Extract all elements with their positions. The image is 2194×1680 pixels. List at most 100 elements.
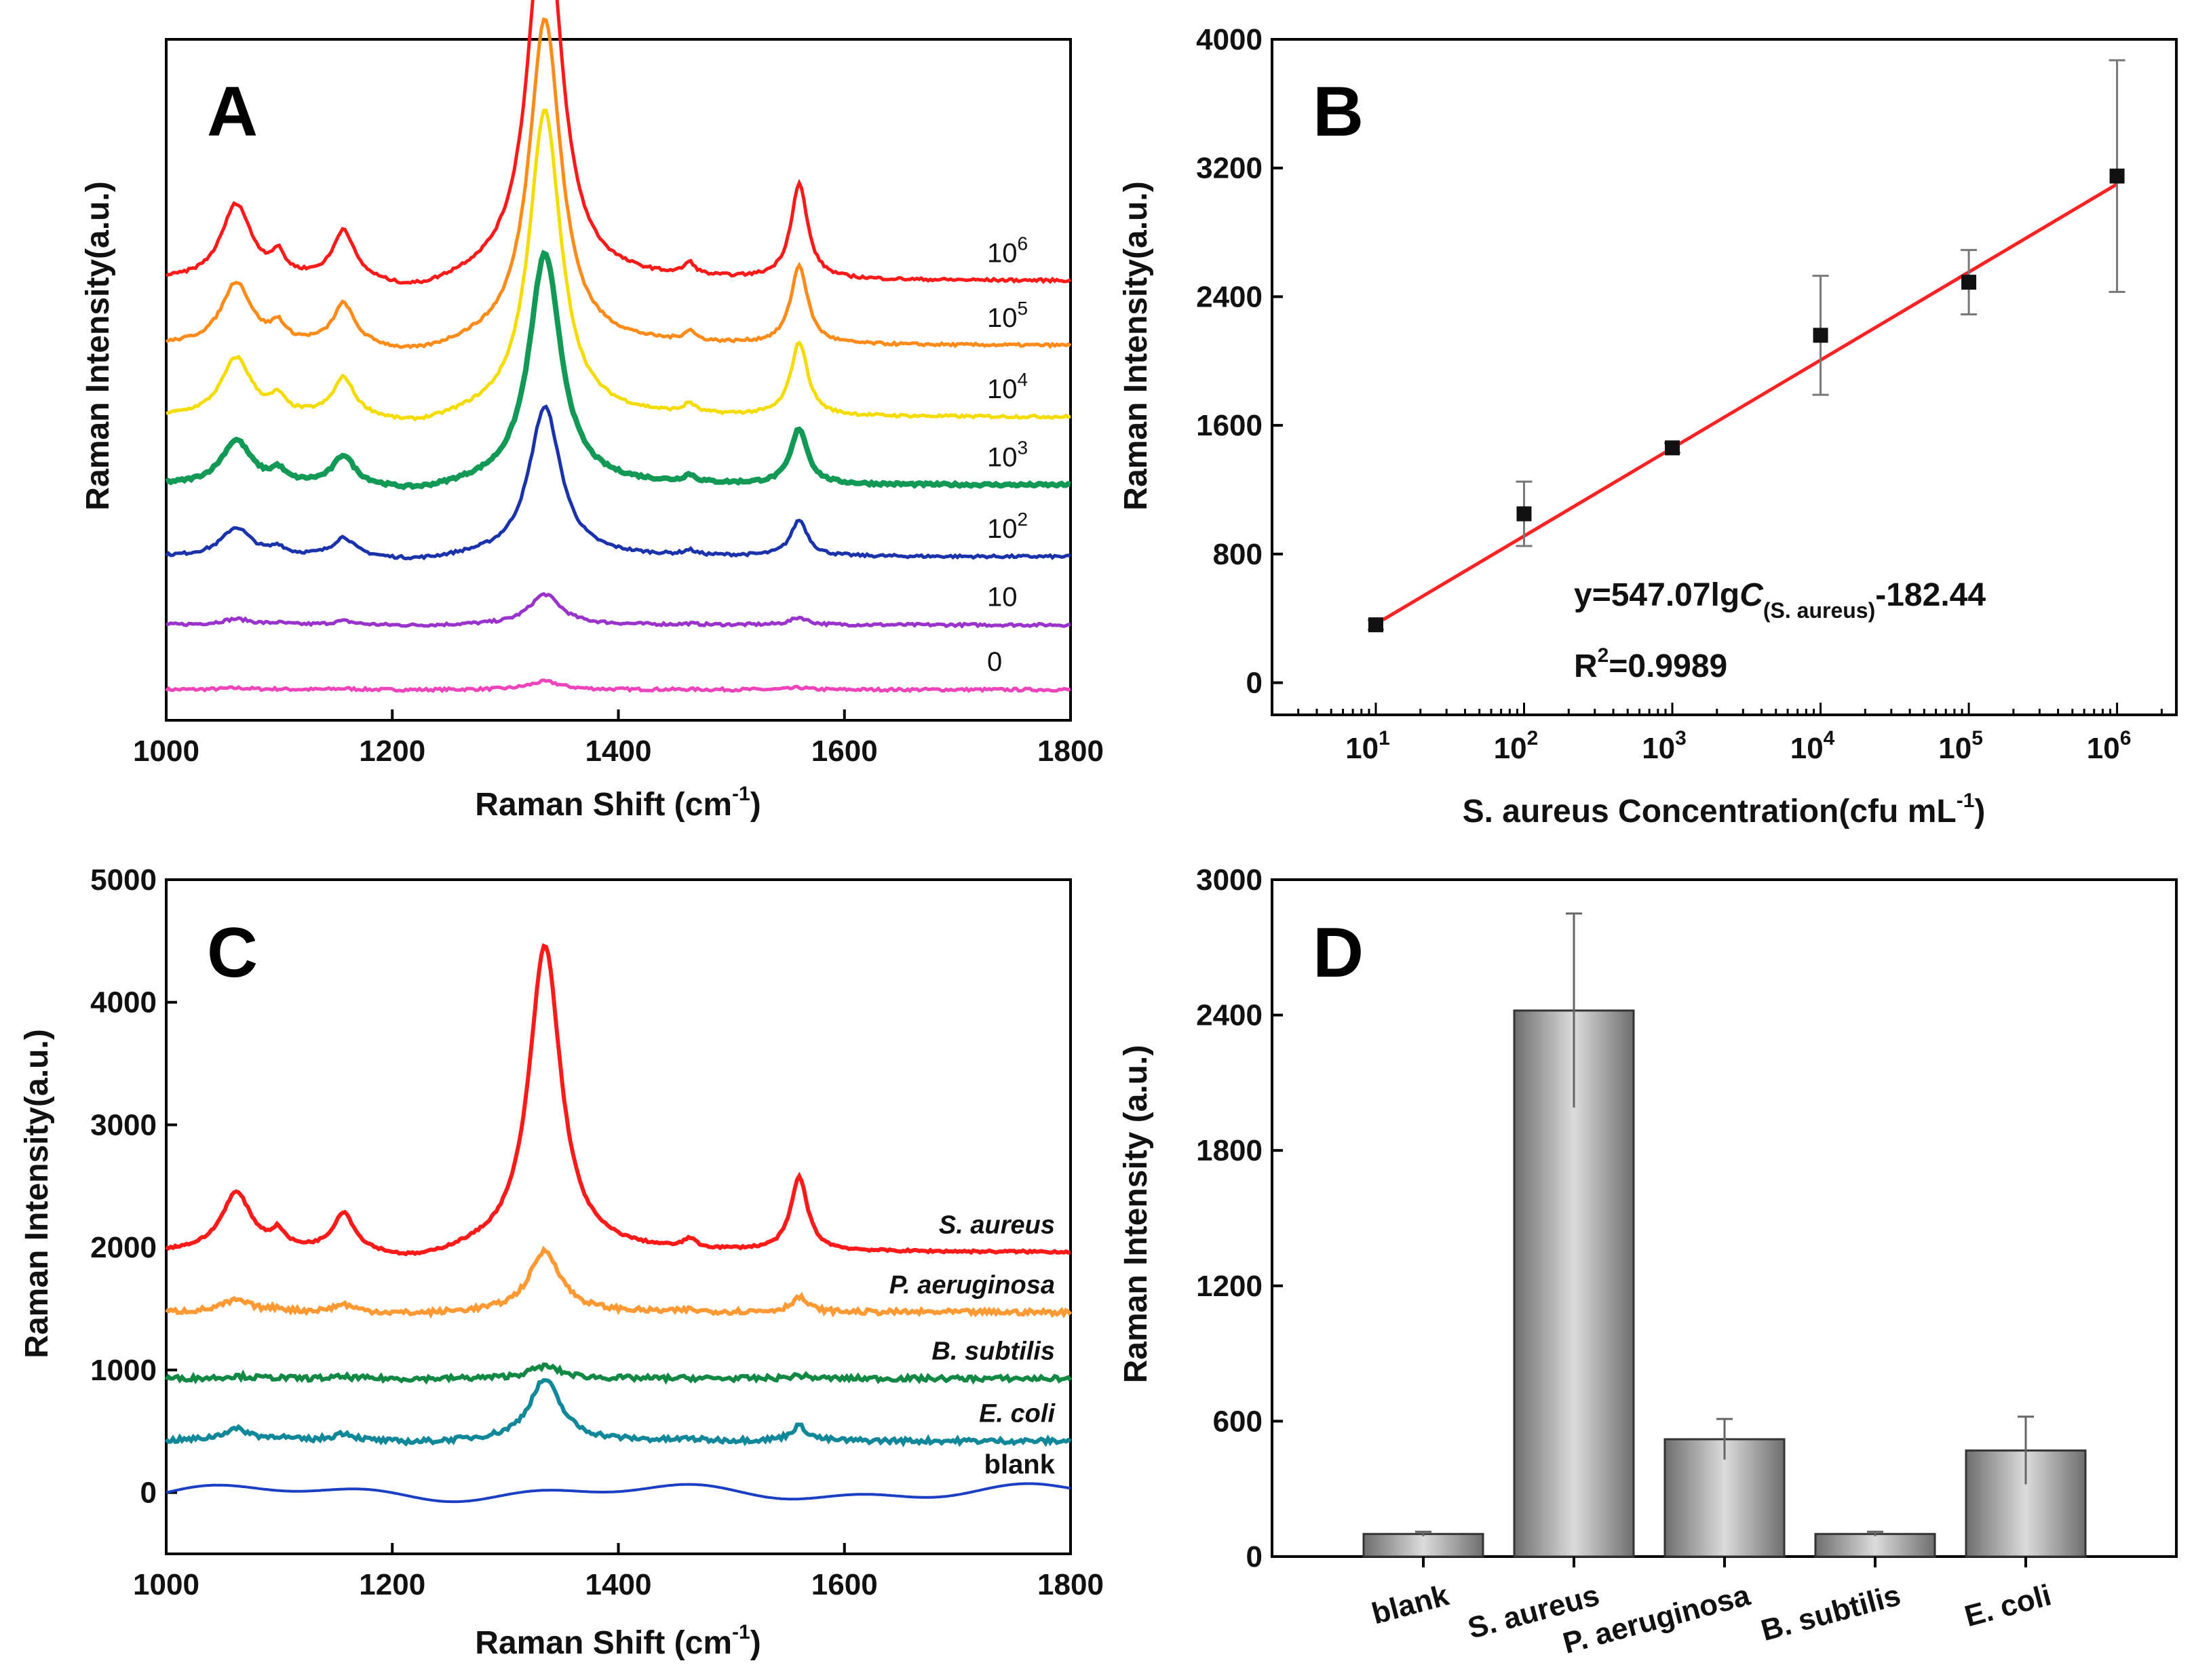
panel-a-series-3 xyxy=(165,250,1071,490)
panel-a-y-axis-label: Raman Intensity(a.u.) xyxy=(80,181,116,510)
panel-d-y-axis-label: Raman Intensity (a.u.) xyxy=(1118,1045,1154,1384)
panel-d-y-ticks: 0 600 1200 1800 2400 3000 xyxy=(1196,863,1283,1574)
panel-a-series-6 xyxy=(165,0,1072,285)
panel-a: A 0 10 102 103 104 105 106 1000 1200 1400 1600 180… xyxy=(80,0,1104,823)
panel-d-y-tick-label: 0 xyxy=(1246,1540,1263,1574)
panel-a-series-2 xyxy=(165,404,1072,561)
panel-b-y-axis-label: Raman Intensity(a.u.) xyxy=(1118,181,1154,510)
panel-c-series-label-3: P. aeruginosa xyxy=(889,1271,1055,1300)
panel-c-y-tick-label: 1000 xyxy=(90,1354,157,1387)
panel-d-category-label: E. coli xyxy=(1961,1578,2055,1633)
panel-b-y-tick-label: 2400 xyxy=(1196,280,1263,313)
panel-b-y-tick-label: 3200 xyxy=(1196,152,1263,185)
panel-b-frame xyxy=(1271,38,2178,716)
panel-a-series-label-1: 10 xyxy=(987,582,1018,612)
panel-b-data-point xyxy=(1368,617,1383,633)
panel-a-series-1 xyxy=(166,591,1071,629)
panel-a-x-tick-label: 1600 xyxy=(811,735,878,768)
panel-a-series-4 xyxy=(166,109,1071,422)
panel-a-frame xyxy=(165,38,1072,722)
panel-c: C 0 1000 2000 3000 4000 5000 blank E. coli B. s… xyxy=(19,863,1104,1661)
panel-a-curves xyxy=(165,0,1072,694)
panel-b-x-tick-label: 102 xyxy=(1494,727,1539,765)
panel-b-y-tick-label: 0 xyxy=(1246,667,1263,700)
panel-b-x-ticks: 101 102 103 104 105 106 xyxy=(1271,703,2163,765)
panel-b-x-tick-label: 103 xyxy=(1642,727,1687,765)
panel-c-x-tick-label: 1200 xyxy=(359,1568,425,1601)
panel-d-y-tick-label: 1800 xyxy=(1196,1134,1263,1167)
panel-b-data-point xyxy=(1665,440,1680,456)
panel-c-x-ticks: 1000 1200 1400 1600 1800 xyxy=(133,1543,1104,1601)
panel-d: D 0 600 1200 1800 2400 3000 blank S. aureusP. … xyxy=(1118,863,2178,1660)
panel-c-x-tick-label: 1000 xyxy=(133,1568,199,1601)
panel-b-y-tick-label: 800 xyxy=(1213,538,1263,571)
panel-c-series-label-0: blank xyxy=(984,1450,1056,1480)
panel-c-series-label-2: B. subtilis xyxy=(931,1337,1055,1366)
panel-b-regression-line xyxy=(1374,182,2118,626)
panel-c-y-ticks: 0 1000 2000 3000 4000 5000 xyxy=(90,863,177,1510)
panel-a-series-label-3: 103 xyxy=(987,437,1028,473)
panel-c-label: C xyxy=(207,914,258,992)
panel-b-data-point xyxy=(1813,328,1828,343)
panel-c-series-1 xyxy=(164,1378,1072,1448)
panel-d-y-tick-label: 2400 xyxy=(1196,999,1263,1032)
panel-a-x-tick-label: 1800 xyxy=(1037,735,1104,768)
panel-d-y-tick-label: 600 xyxy=(1213,1405,1263,1438)
panel-c-series-2 xyxy=(164,1362,1073,1385)
panel-d-category-label: blank xyxy=(1368,1578,1452,1630)
panel-a-series-5 xyxy=(165,17,1072,349)
panel-d-category-label: B. subtilis xyxy=(1758,1578,1904,1647)
panel-d-bars xyxy=(1362,912,2087,1567)
panel-a-label: A xyxy=(207,73,258,151)
panel-b-x-tick-label: 101 xyxy=(1345,727,1390,765)
panel-d-y-tick-label: 3000 xyxy=(1196,863,1263,897)
panel-a-series-label-0: 0 xyxy=(987,647,1002,677)
panel-a-x-axis-label: Raman Shift (cm-1) xyxy=(475,783,761,823)
panel-b-data-point xyxy=(1961,275,1977,290)
panel-a-x-ticks: 1000 1200 1400 1600 1800 xyxy=(133,709,1104,768)
panel-c-series-4 xyxy=(165,943,1071,1257)
panel-c-y-tick-label: 4000 xyxy=(90,986,157,1019)
panel-a-x-tick-label: 1200 xyxy=(359,735,425,768)
panel-b-label: B xyxy=(1313,73,1364,151)
panel-b-y-tick-label: 1600 xyxy=(1196,409,1263,442)
panel-a-series-label-5: 105 xyxy=(987,298,1028,333)
panel-b-data-point xyxy=(2109,168,2125,184)
panel-a-x-tick-label: 1400 xyxy=(585,735,652,768)
panel-c-x-tick-label: 1800 xyxy=(1037,1568,1104,1601)
panel-c-series-label-1: E. coli xyxy=(979,1400,1056,1428)
panel-d-label: D xyxy=(1313,914,1364,992)
panel-b-r-squared: R2=0.9989 xyxy=(1574,644,1727,684)
panel-c-x-tick-label: 1600 xyxy=(811,1568,878,1601)
panel-c-x-tick-label: 1400 xyxy=(585,1568,652,1601)
panel-c-x-axis-label: Raman Shift (cm-1) xyxy=(475,1621,761,1661)
panel-c-series-label-4: S. aureus xyxy=(939,1211,1055,1239)
panel-b-x-tick-label: 106 xyxy=(2087,727,2132,765)
panel-c-y-tick-label: 3000 xyxy=(90,1108,157,1141)
panel-b-fit-line xyxy=(1374,182,2118,626)
panel-b-x-tick-label: 105 xyxy=(1938,727,1983,765)
panel-b-data-point xyxy=(1516,506,1532,522)
panel-b-points xyxy=(1367,59,2125,633)
panel-c-y-tick-label: 5000 xyxy=(90,863,157,897)
panel-a-series-label-2: 102 xyxy=(987,509,1028,544)
panel-b-x-axis-label: S. aureus Concentration(cfu mL-1) xyxy=(1463,789,1986,829)
panel-c-y-tick-label: 2000 xyxy=(90,1231,157,1264)
panel-b-y-tick-label: 4000 xyxy=(1196,23,1263,56)
panel-d-y-tick-label: 1200 xyxy=(1196,1270,1263,1303)
panel-c-frame xyxy=(165,878,1072,1555)
panel-b-y-ticks: 0 800 1600 2400 3200 4000 xyxy=(1196,23,1283,700)
panel-c-curves xyxy=(164,943,1073,1504)
panel-b-equation: y=547.07lgC(S. aureus)-182.44 xyxy=(1574,577,1986,623)
panel-a-series-label-4: 104 xyxy=(987,369,1028,404)
panel-d-bar xyxy=(1814,1533,1936,1558)
panel-c-y-tick-label: 0 xyxy=(140,1477,157,1510)
panel-a-x-tick-label: 1000 xyxy=(133,735,199,768)
panel-c-series-0 xyxy=(166,1482,1071,1504)
panel-d-bar xyxy=(1362,1533,1484,1558)
panel-a-series-0 xyxy=(165,678,1071,694)
panel-c-curve-labels: blank E. coli B. subtilis P. aeruginosa S. a… xyxy=(889,1211,1056,1479)
